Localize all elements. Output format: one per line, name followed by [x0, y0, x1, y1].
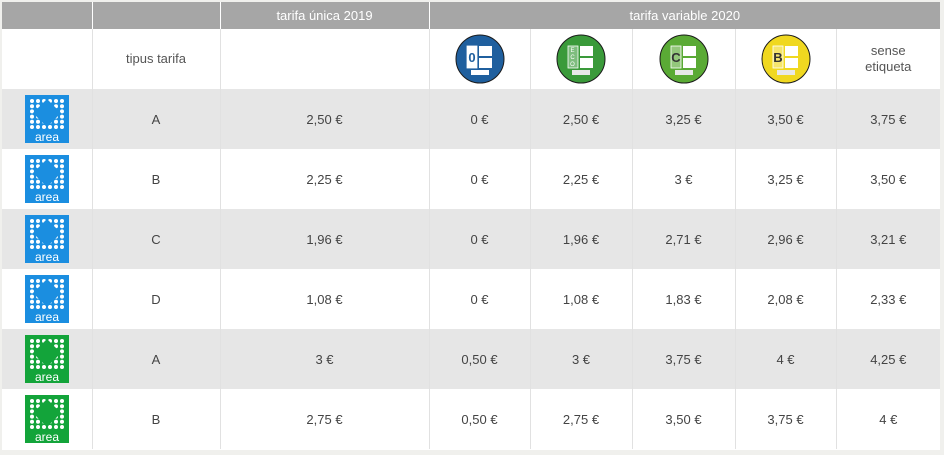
svg-text:area: area	[35, 130, 59, 143]
cell-unica: 3 €	[220, 329, 430, 389]
svg-text:0: 0	[468, 50, 475, 65]
label-b-cell: B	[735, 29, 837, 89]
table-row: area B 2,75 €0,50 €2,75 €3,50 €3,75 €4 €	[2, 389, 941, 449]
cell-sense: 4 €	[836, 389, 941, 449]
cell-cero: 0 €	[429, 269, 531, 329]
green-area-icon: area	[24, 335, 69, 383]
area-logo-cell: area	[2, 209, 93, 269]
header-tarifa-unica: tarifa única 2019	[220, 2, 430, 29]
cell-cero: 0 €	[429, 149, 531, 209]
svg-text:area: area	[35, 430, 59, 443]
cell-c: 3,75 €	[632, 329, 736, 389]
area-logo-cell: area	[2, 389, 93, 449]
cell-unica: 1,08 €	[220, 269, 430, 329]
cell-cero: 0 €	[429, 209, 531, 269]
cell-cero: 0,50 €	[429, 389, 531, 449]
label-c-icon: C	[659, 34, 708, 84]
sense-line2: etiqueta	[865, 59, 912, 74]
cell-sense: 3,75 €	[836, 89, 941, 149]
cell-eco: 2,25 €	[530, 149, 633, 209]
cell-b: 2,08 €	[735, 269, 837, 329]
cell-eco: 1,96 €	[530, 209, 633, 269]
cell-sense: 4,25 €	[836, 329, 941, 389]
svg-text:C: C	[570, 55, 575, 61]
cell-unica: 2,50 €	[220, 89, 430, 149]
cell-cero: 0,50 €	[429, 329, 531, 389]
table-row: area A 3 €0,50 €3 €3,75 €4 €4,25 €	[2, 329, 941, 389]
svg-text:B: B	[773, 50, 782, 65]
cell-eco: 3 €	[530, 329, 633, 389]
area-logo-cell: area	[2, 89, 93, 149]
svg-text:area: area	[35, 250, 59, 263]
sense-line1: sense	[870, 43, 906, 58]
tariff-table: tarifa única 2019 tarifa variable 2020 t…	[2, 2, 941, 449]
label-eco-icon: ECO	[556, 34, 606, 84]
subheader-empty-2	[220, 29, 430, 89]
cell-c: 3,50 €	[632, 389, 736, 449]
area-logo-cell: area	[2, 269, 93, 329]
cell-tipus: B	[92, 149, 221, 209]
cell-tipus: C	[92, 209, 221, 269]
svg-text:E: E	[570, 48, 574, 54]
label-b-icon: B	[761, 34, 810, 84]
label-0-cell: 0	[429, 29, 531, 89]
cell-sense: 2,33 €	[836, 269, 941, 329]
table-row: area B 2,25 €0 €2,25 €3 €3,25 €3,50 €	[2, 149, 941, 209]
svg-text:C: C	[671, 50, 681, 65]
subheader-tipus-tarifa: tipus tarifa	[92, 29, 221, 89]
cell-c: 3,25 €	[632, 89, 736, 149]
header-empty-2	[92, 2, 221, 29]
table-row: area A 2,50 €0 €2,50 €3,25 €3,50 €3,75 €	[2, 89, 941, 149]
cell-sense: 3,50 €	[836, 149, 941, 209]
green-area-icon: area	[24, 395, 69, 443]
cell-unica: 2,75 €	[220, 389, 430, 449]
subheader-empty	[2, 29, 93, 89]
cell-b: 4 €	[735, 329, 837, 389]
table-row: area C 1,96 €0 €1,96 €2,71 €2,96 €3,21 €	[2, 209, 941, 269]
svg-text:area: area	[35, 370, 59, 383]
svg-text:area: area	[35, 190, 59, 203]
area-logo-cell: area	[2, 329, 93, 389]
cell-tipus: B	[92, 389, 221, 449]
cell-b: 2,96 €	[735, 209, 837, 269]
blue-area-icon: area	[24, 215, 69, 263]
cell-eco: 2,75 €	[530, 389, 633, 449]
cell-b: 3,25 €	[735, 149, 837, 209]
cell-tipus: A	[92, 329, 221, 389]
cell-eco: 1,08 €	[530, 269, 633, 329]
cell-c: 1,83 €	[632, 269, 736, 329]
svg-text:area: area	[35, 310, 59, 323]
cell-unica: 2,25 €	[220, 149, 430, 209]
subheader-sense-etiqueta: sense etiqueta	[836, 29, 941, 89]
svg-text:O: O	[570, 62, 575, 68]
cell-sense: 3,21 €	[836, 209, 941, 269]
cell-c: 2,71 €	[632, 209, 736, 269]
label-0-icon: 0	[455, 34, 504, 84]
blue-area-icon: area	[24, 155, 69, 203]
table-body: area A 2,50 €0 €2,50 €3,25 €3,50 €3,75 € ar…	[2, 89, 941, 449]
cell-unica: 1,96 €	[220, 209, 430, 269]
area-logo-cell: area	[2, 149, 93, 209]
cell-tipus: A	[92, 89, 221, 149]
header-row: tarifa única 2019 tarifa variable 2020	[2, 2, 941, 29]
table-row: area D 1,08 €0 €1,08 €1,83 €2,08 €2,33 €	[2, 269, 941, 329]
cell-b: 3,50 €	[735, 89, 837, 149]
label-c-cell: C	[632, 29, 736, 89]
header-empty-1	[2, 2, 93, 29]
cell-tipus: D	[92, 269, 221, 329]
cell-c: 3 €	[632, 149, 736, 209]
blue-area-icon: area	[24, 275, 69, 323]
cell-eco: 2,50 €	[530, 89, 633, 149]
cell-cero: 0 €	[429, 89, 531, 149]
cell-b: 3,75 €	[735, 389, 837, 449]
blue-area-icon: area	[24, 95, 69, 143]
tariff-table-container: tarifa única 2019 tarifa variable 2020 t…	[2, 2, 941, 450]
header-tarifa-variable: tarifa variable 2020	[429, 2, 941, 29]
